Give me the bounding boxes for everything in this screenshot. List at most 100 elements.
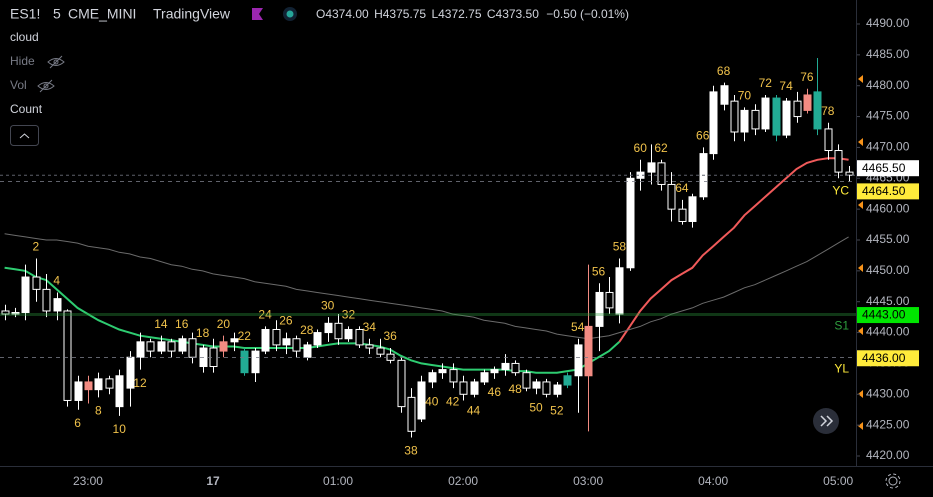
x-tick-label: 17 (206, 474, 220, 488)
candle-body (376, 347, 385, 355)
candle-body (657, 162, 666, 185)
candle-body (730, 100, 739, 133)
candle-body (490, 369, 499, 374)
count-label: 40 (425, 394, 439, 408)
candle-body (449, 369, 458, 383)
candle-body (105, 378, 114, 389)
count-label: 72 (759, 76, 773, 90)
candle-body (74, 381, 83, 401)
candle-body (678, 208, 687, 222)
indicator-name[interactable]: cloud (10, 30, 39, 44)
indicator-name[interactable]: Count (10, 102, 43, 116)
price-line-tag-label: 4443.00 (862, 308, 906, 322)
price-line-name: S1 (834, 319, 849, 333)
y-tick-label: 4480.00 (866, 78, 910, 92)
candle-body (21, 276, 30, 314)
count-label: 20 (217, 317, 231, 331)
candle-body (261, 328, 270, 352)
hidden-eye-icon[interactable] (37, 79, 55, 93)
indicator-name[interactable]: Vol (10, 78, 27, 92)
x-tick-label: 23:00 (73, 474, 103, 488)
moving-average-line (618, 157, 849, 343)
candle-body (407, 396, 416, 432)
flag-icon[interactable] (252, 8, 263, 20)
candle-body (793, 100, 802, 118)
price-line-tag-label: 4436.00 (862, 351, 906, 365)
y-tick-label: 4490.00 (866, 16, 910, 30)
count-label: 10 (113, 422, 127, 436)
count-label: 50 (529, 400, 543, 414)
x-tick-label: 01:00 (323, 474, 353, 488)
candle-body (355, 328, 364, 346)
y-tick-label: 4455.00 (866, 232, 910, 246)
count-label: 76 (800, 70, 814, 84)
count-label: 38 (404, 444, 418, 458)
caret-icon (19, 133, 30, 139)
ohlc-low: L4372.75 (431, 7, 481, 21)
candle-body (584, 325, 593, 377)
candle-body (522, 372, 531, 389)
moving-average-line (4, 233, 849, 340)
y-tick-label: 4460.00 (866, 201, 910, 215)
indicator-name[interactable]: Hide (10, 54, 35, 68)
ohlc-high: H4375.75 (374, 7, 426, 21)
candle-body (470, 381, 479, 395)
candle-body (574, 344, 583, 377)
count-label: 6 (74, 416, 81, 430)
candle-body (146, 341, 155, 352)
candle-body (188, 338, 197, 358)
y-tick-label: 4440.00 (866, 325, 910, 339)
count-label: 4 (53, 274, 60, 288)
candle-body (365, 344, 374, 349)
candle-body (417, 381, 426, 420)
collapse-button[interactable] (10, 125, 39, 146)
y-tick-label: 4475.00 (866, 109, 910, 123)
candle-body (782, 100, 791, 136)
candle-body (397, 359, 406, 408)
y-tick-label: 4470.00 (866, 140, 910, 154)
x-tick-label: 04:00 (698, 474, 728, 488)
candle-body (511, 362, 520, 374)
ohlc-legend: O4374.00 H4375.75 L4372.75 C4373.50 −0.5… (316, 7, 629, 21)
candle-body (605, 291, 614, 309)
count-label: 18 (196, 326, 210, 340)
hidden-eye-icon[interactable] (47, 55, 65, 69)
candle-body (438, 369, 447, 374)
count-label: 46 (488, 385, 502, 399)
candle-body (240, 350, 249, 374)
count-label: 48 (509, 382, 523, 396)
candle-body (167, 341, 176, 352)
scroll-button[interactable] (813, 408, 839, 434)
count-label: 34 (363, 320, 377, 334)
y-tick-label: 4450.00 (866, 263, 910, 277)
candle-body (84, 381, 93, 391)
count-label: 64 (675, 181, 689, 195)
candle-body (824, 128, 833, 152)
count-label: 44 (467, 404, 481, 418)
candle-body (344, 328, 353, 340)
candle-body (63, 310, 72, 401)
candle-body (178, 338, 187, 352)
candle-body (751, 109, 760, 130)
candle-body (324, 322, 333, 334)
count-label: 22 (238, 329, 252, 343)
candle-body (595, 291, 604, 327)
price-line-name: YL (834, 362, 849, 376)
candle-body (282, 338, 291, 346)
count-label: 62 (654, 141, 668, 155)
candle-body (157, 341, 166, 352)
candle-body (761, 97, 770, 130)
candle-body (480, 372, 489, 383)
count-label: 26 (279, 314, 293, 328)
count-label: 66 (696, 129, 710, 143)
count-label: 52 (550, 404, 564, 418)
count-label: 56 (592, 264, 606, 278)
candle-body (11, 312, 20, 315)
candle-body (501, 362, 510, 371)
settings-gear[interactable] (885, 473, 901, 489)
count-label: 24 (258, 308, 272, 322)
header: ES1! 5 CME_MINI TradingView O4374.00 H43… (10, 6, 629, 22)
status-dot (286, 10, 294, 18)
candle-body (563, 375, 572, 386)
